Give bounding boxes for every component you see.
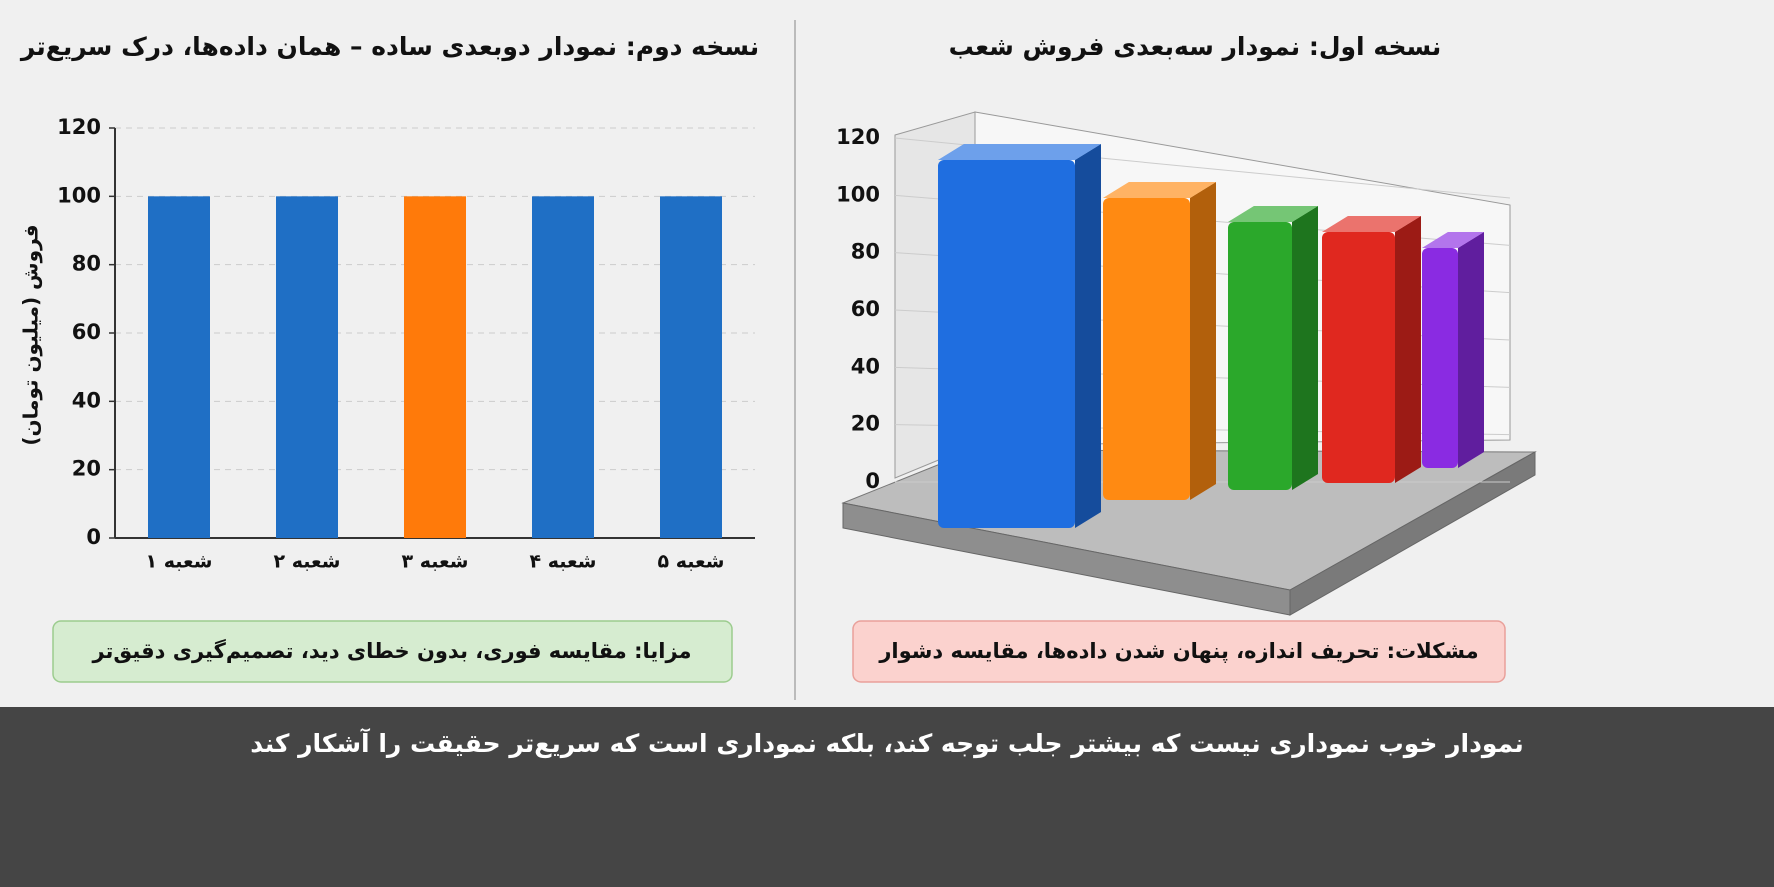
y-tick-label: 100	[57, 183, 101, 207]
bar-3d-side	[1395, 216, 1421, 483]
bar-3d-top	[1322, 216, 1421, 232]
bar-3d-side-shade	[1458, 232, 1484, 468]
bar-3d-side-shade	[1292, 206, 1318, 490]
advantages-text: مزایا: مقایسه فوری، بدون خطای دید، تصمیم…	[91, 638, 691, 663]
bar	[404, 196, 466, 539]
y-tick-label: 80	[72, 252, 101, 276]
bar	[148, 196, 210, 539]
bar-3d-top-shine	[1422, 232, 1484, 248]
bar-3d-side-shade	[1190, 182, 1216, 500]
y-tick-label: 40	[72, 388, 101, 412]
bar-3d-side	[1190, 182, 1216, 500]
bar	[660, 196, 722, 539]
bar-3d-top	[1103, 182, 1216, 198]
problems-text: مشکلات: تحریف اندازه، پنهان شدن داده‌ها،…	[878, 639, 1478, 663]
bar-3d-front	[1322, 232, 1395, 483]
x-tick-label: شعبه ۳	[402, 551, 469, 573]
floor-side	[1289, 451, 1536, 616]
bar-3d-side	[1292, 206, 1318, 490]
x-tick-label: شعبه ۲	[274, 551, 341, 573]
bar-3d-front	[1228, 222, 1292, 490]
bar-3d-front	[1422, 248, 1458, 468]
bar	[532, 196, 594, 539]
bar-3d-top-shine	[938, 144, 1101, 160]
bar-3d-side	[1458, 232, 1484, 468]
bar-3d-top-shine	[1103, 182, 1216, 198]
x-tick-label: شعبه ۴	[530, 551, 597, 573]
y-axis-label: فروش (میلیون تومان)	[19, 224, 43, 445]
y-tick-label: 100	[836, 182, 880, 206]
bar-3d-front	[938, 160, 1075, 528]
bar-3d-top	[938, 144, 1101, 160]
footer-text: نمودار خوب نموداری نیست که بیشتر جلب توج…	[250, 728, 1523, 759]
bar-3d-front	[1103, 198, 1190, 500]
bar-3d-top	[1422, 232, 1484, 248]
y-tick-label: 0	[865, 469, 880, 493]
bar-3d-side	[1075, 144, 1101, 528]
problems-box	[852, 620, 1506, 683]
left-title: نسخه دوم: نمودار دوبعدی ساده – همان داده…	[19, 32, 759, 62]
y-tick-label: 60	[851, 297, 880, 321]
bar-3d-top	[1228, 206, 1318, 222]
advantages-box	[52, 620, 733, 683]
y-tick-label: 120	[836, 125, 880, 149]
x-tick-label: شعبه ۵	[658, 551, 725, 573]
y-tick-label: 40	[851, 354, 880, 378]
y-tick-label: 120	[57, 115, 101, 139]
y-tick-label: 60	[72, 320, 101, 344]
y-tick-label: 80	[851, 240, 880, 264]
bar-3d-top-shine	[1322, 216, 1421, 232]
bar-3d-side-shade	[1395, 216, 1421, 483]
footer-band	[0, 707, 1774, 887]
y-tick-label: 0	[86, 525, 101, 549]
bar-3d-side-shade	[1075, 144, 1101, 528]
chart-3d: 0 20 40 60 80 100 120	[836, 111, 1537, 616]
y-tick-label: 20	[851, 412, 880, 436]
bar	[276, 196, 338, 539]
y-tick-label: 20	[72, 457, 101, 481]
bar-3d-top-shine	[1228, 206, 1318, 222]
x-tick-label: شعبه ۱	[146, 551, 213, 573]
right-title: نسخه اول: نمودار سه‌بعدی فروش شعب	[949, 32, 1442, 62]
